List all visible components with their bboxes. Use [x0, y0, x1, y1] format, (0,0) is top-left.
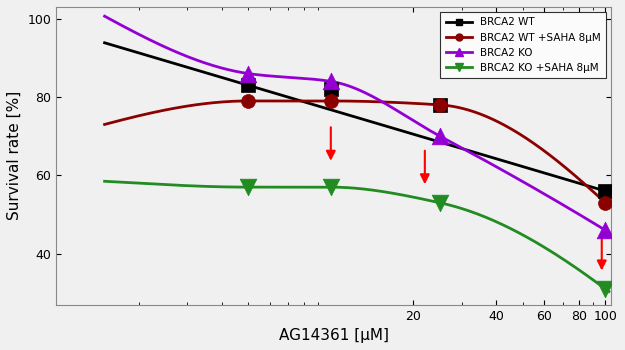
Point — [243, 184, 253, 190]
Legend: BRCA2 WT, BRCA2 WT +SAHA 8μM, BRCA2 KO, BRCA2 KO +SAHA 8μM: BRCA2 WT, BRCA2 WT +SAHA 8μM, BRCA2 KO, … — [441, 12, 606, 78]
Point — [326, 184, 336, 190]
Point — [326, 98, 336, 104]
Point — [326, 86, 336, 92]
Y-axis label: Survival rate [%]: Survival rate [%] — [7, 91, 22, 220]
Point — [435, 200, 445, 205]
X-axis label: AG14361 [μM]: AG14361 [μM] — [279, 328, 389, 343]
Point — [601, 286, 611, 292]
Point — [243, 83, 253, 88]
Point — [435, 102, 445, 108]
Point — [601, 228, 611, 233]
Point — [601, 188, 611, 194]
Point — [435, 133, 445, 139]
Point — [601, 200, 611, 205]
Point — [326, 78, 336, 84]
Point — [435, 102, 445, 108]
Point — [243, 98, 253, 104]
Point — [243, 71, 253, 76]
